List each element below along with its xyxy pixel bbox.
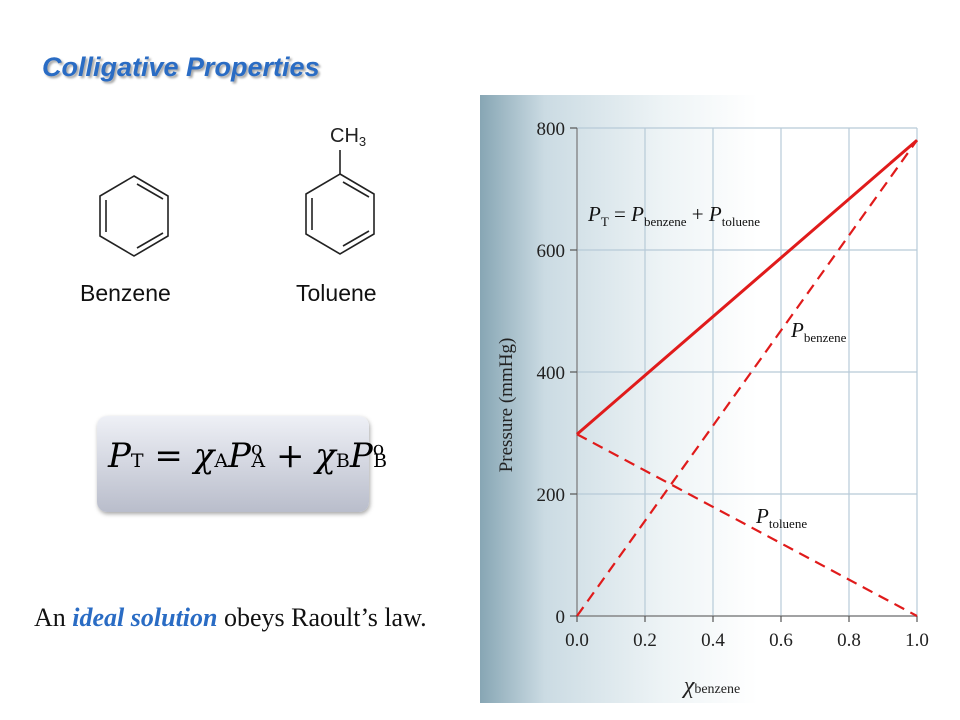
y-tick-label: 600: [537, 241, 566, 262]
toluene-double-bond: [342, 230, 370, 247]
slide-title: Colligative Properties: [42, 52, 320, 82]
y-tick-label: 0: [556, 607, 566, 628]
raoult-equation: PT = χAPoA + χBPoB: [108, 436, 388, 476]
vapor-pressure-chart: 0.0 0.2 0.4 0.6 0.8 1.0 0 200 400 600 800 Pressure…: [496, 119, 929, 699]
benzene-pressure-annotation: Pbenzene: [790, 318, 847, 345]
chart-panel: [480, 95, 943, 703]
y-tick-label: 200: [537, 485, 566, 506]
ideal-solution-term: ideal solution: [72, 603, 218, 632]
toluene-structure: CH3: [305, 125, 375, 255]
x-axis-label: χbenzene: [682, 673, 740, 699]
ideal-solution-statement: An ideal solution obeys Raoult’s law.: [34, 603, 427, 632]
total-pressure-annotation: PT = Pbenzene + Ptoluene: [587, 202, 760, 229]
benzene-double-bond: [136, 183, 164, 200]
methyl-group-label: CH3: [330, 125, 366, 149]
x-tick-label: 0.4: [701, 630, 725, 651]
x-tick-label: 0.8: [837, 630, 861, 651]
y-axis-label: Pressure (mmHg): [496, 338, 517, 473]
x-tick-label: 0.0: [565, 630, 589, 651]
total-pressure-line: [576, 139, 918, 436]
x-tick-label: 0.2: [633, 630, 657, 651]
toluene-ring: [305, 173, 375, 255]
toluene-label: Toluene: [296, 280, 377, 306]
benzene-double-bond: [136, 232, 164, 249]
y-tick-label: 400: [537, 363, 566, 384]
toluene-pressure-line: [576, 433, 918, 617]
equation-box: [97, 416, 369, 512]
y-tick-label: 800: [537, 119, 566, 140]
x-tick-label: 1.0: [905, 630, 929, 651]
x-tick-label: 0.6: [769, 630, 793, 651]
benzene-ring: [99, 175, 169, 257]
benzene-pressure-line: [576, 139, 918, 617]
benzene-structure: [99, 175, 169, 257]
toluene-double-bond: [342, 181, 370, 198]
benzene-label: Benzene: [80, 280, 171, 306]
toluene-pressure-annotation: Ptoluene: [755, 504, 807, 531]
